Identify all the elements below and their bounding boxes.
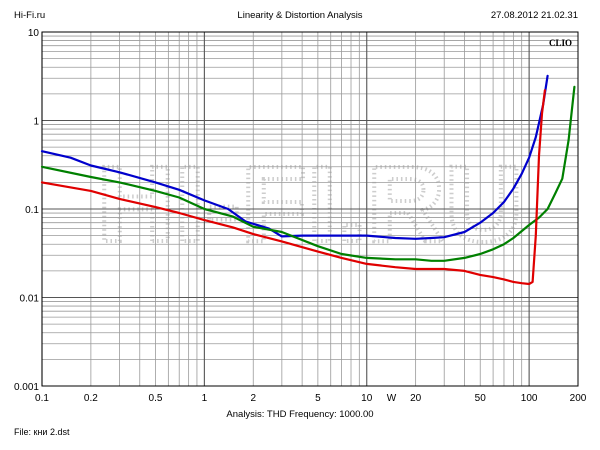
series-line-2 (40, 85, 576, 262)
file-name: File: кни 2.dst (14, 427, 70, 437)
y-tick-label: 0.1 (25, 205, 39, 216)
x-tick-label: 1 (202, 393, 208, 404)
series-line-3 (40, 89, 547, 286)
analysis-info: Analysis: THD Frequency: 1000.00 (226, 409, 374, 420)
watermark: HI-FI.RU (95, 141, 525, 266)
y-tick-label: 1 (33, 117, 39, 128)
plot-frame (41, 31, 579, 387)
y-tick-label: 0.01 (20, 294, 40, 305)
x-tick-label: 20 (410, 393, 422, 404)
y-tick-label: 0.001 (14, 382, 39, 393)
x-tick-label: 5 (315, 393, 321, 404)
y-tick-labels: 10 1 0.1 0.01 0.001 (14, 28, 39, 393)
header-site-label: Hi-Fi.ru (14, 10, 46, 21)
x-tick-label: 200 (570, 393, 587, 404)
clio-brand-label: CLIO (549, 38, 572, 48)
series-layer (40, 74, 576, 286)
watermark-text: HI-FI.RU (97, 143, 523, 264)
x-tick-label: 10 (361, 393, 373, 404)
x-tick-labels: 0.1 0.2 0.5 1 2 5 10 20 50 100 200 (35, 393, 587, 404)
x-tick-label: 0.1 (35, 393, 49, 404)
series-line-1 (40, 74, 549, 240)
x-axis-unit-label: W (387, 393, 397, 404)
chart-title: Linearity & Distortion Analysis (237, 10, 363, 21)
x-tick-label: 0.2 (84, 393, 98, 404)
x-tick-label: 50 (475, 393, 487, 404)
x-tick-label: 100 (521, 393, 538, 404)
header-timestamp: 27.08.2012 21.02.31 (490, 10, 578, 21)
y-tick-label: 10 (28, 28, 40, 39)
x-tick-label: 0.5 (149, 393, 163, 404)
x-tick-label: 2 (250, 393, 256, 404)
